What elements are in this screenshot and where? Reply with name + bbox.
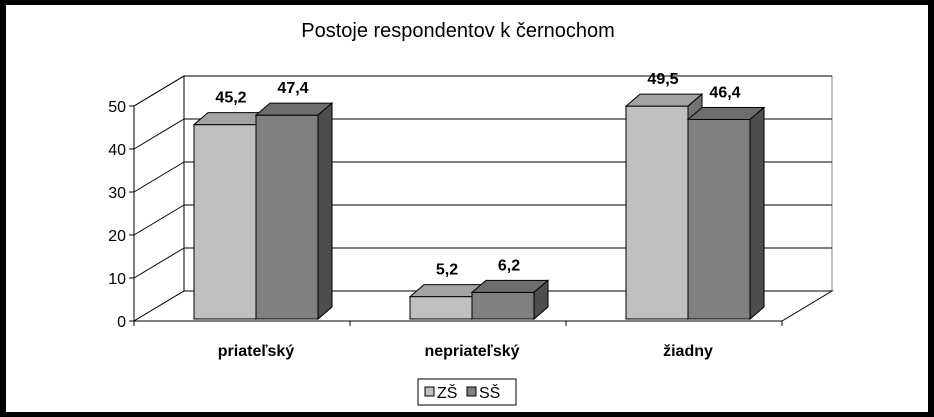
bar-side-1-1 — [533, 279, 549, 321]
data-label-1-1: 6,2 — [498, 257, 520, 274]
bar-1-1 — [471, 291, 535, 320]
bar-2-1 — [687, 118, 751, 320]
y-tick-label: 10 — [108, 271, 126, 288]
x-tick-label-2: žiadny — [663, 343, 713, 360]
bar-0-0 — [193, 124, 257, 320]
bars — [192, 93, 766, 321]
bar-0-1 — [255, 114, 319, 320]
bar-1-0 — [409, 296, 473, 320]
data-labels: 45,2 47,4 5,2 6,2 49,5 46,4 — [215, 71, 740, 278]
legend-label-ss: SŠ — [479, 383, 500, 402]
chart-area: Postoje respondentov k černochom 0 10 20 30… — [6, 5, 928, 412]
data-label-2-1: 46,4 — [709, 84, 740, 101]
data-label-0-1: 47,4 — [277, 80, 308, 97]
legend-label-zs: ZŠ — [437, 383, 457, 402]
bar-side-2-1 — [749, 106, 765, 321]
bar-chart: Postoje respondentov k černochom 0 10 20 30… — [108, 20, 834, 406]
y-tick-label: 20 — [108, 228, 126, 245]
chart-title: Postoje respondentov k černochom — [301, 20, 615, 42]
y-tick-label: 40 — [108, 142, 126, 159]
x-tick-label-0: priateľský — [218, 343, 295, 360]
y-tick-label: 0 — [117, 314, 126, 331]
data-label-0-0: 45,2 — [215, 90, 246, 107]
x-tick-label-1: nepriateľský — [424, 343, 519, 360]
gridline-side — [133, 161, 185, 193]
y-axis: 0 10 20 30 40 50 — [108, 99, 135, 331]
side-wall — [133, 75, 185, 322]
legend: ZŠ SŠ — [417, 378, 517, 406]
x-axis: priateľský nepriateľský žiadny — [133, 321, 783, 360]
data-label-1-0: 5,2 — [436, 262, 458, 279]
bar-2-0 — [625, 105, 689, 320]
data-label-2-0: 49,5 — [647, 71, 678, 88]
gridline-side — [133, 247, 185, 279]
gridline-side — [133, 118, 185, 150]
bar-side-0-1 — [317, 102, 333, 321]
gridline-side — [133, 75, 185, 107]
gridline-side — [133, 204, 185, 236]
y-tick-label: 30 — [108, 185, 126, 202]
y-tick-label: 50 — [108, 99, 126, 116]
legend-swatch-ss — [466, 386, 477, 397]
legend-swatch-zs — [424, 386, 435, 397]
